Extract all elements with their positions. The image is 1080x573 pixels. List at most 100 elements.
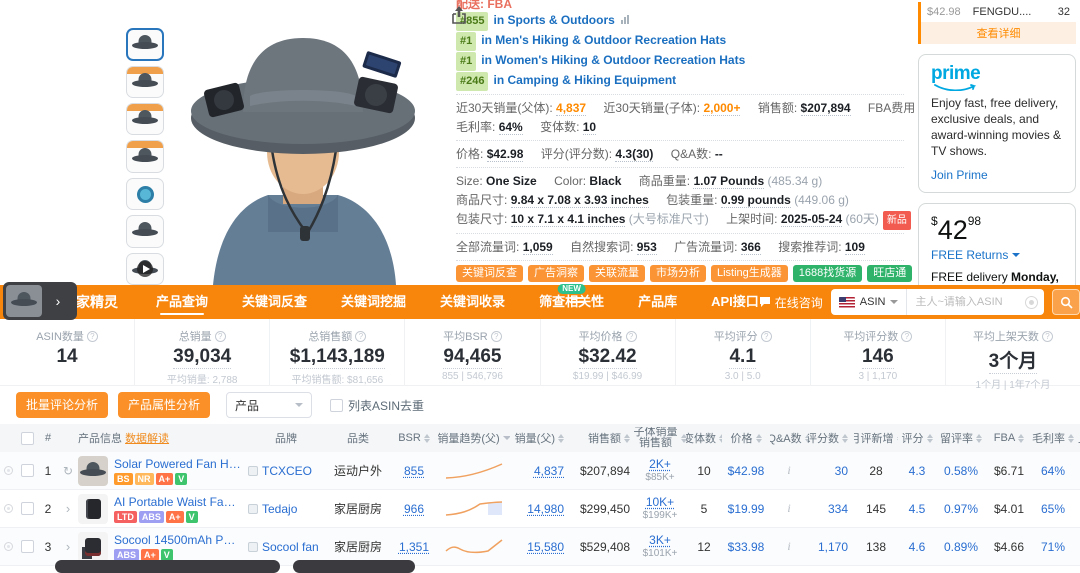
brand-link[interactable]: TCXCEO xyxy=(262,464,312,478)
brand-link[interactable]: Socool fan xyxy=(262,540,319,554)
row-checkbox[interactable] xyxy=(21,502,34,515)
child-sales-link[interactable]: 10K+ xyxy=(646,496,674,509)
product-thumb[interactable] xyxy=(78,532,108,562)
history-icon[interactable] xyxy=(1025,296,1038,309)
rank-category-link[interactable]: in Sports & Outdoors xyxy=(493,13,614,27)
pin-icon[interactable] xyxy=(4,504,13,513)
toolbar-collapse-handle[interactable] xyxy=(570,297,584,303)
tab-keyword-index[interactable]: 关键词收录 xyxy=(440,285,505,319)
price-cell[interactable]: $42.98 xyxy=(728,464,765,478)
tab-api[interactable]: API接口 xyxy=(711,285,759,319)
online-support-link[interactable]: 在线咨询 xyxy=(759,294,823,311)
header-variants[interactable]: 变体数 xyxy=(686,430,722,446)
refresh-icon[interactable]: ↻ xyxy=(63,464,73,478)
header-rating[interactable]: 评分 xyxy=(898,430,936,446)
row-checkbox[interactable] xyxy=(21,540,34,553)
ratings-cell[interactable]: 334 xyxy=(828,502,848,516)
tag-ad-insight[interactable]: 广告洞察 xyxy=(528,265,584,282)
price-cell[interactable]: $19.99 xyxy=(728,502,765,516)
ratings-cell[interactable]: 30 xyxy=(835,464,848,478)
share-icon[interactable] xyxy=(448,4,470,26)
data-explain-link[interactable]: 数据解读 xyxy=(125,430,169,446)
header-monthly-reviews[interactable]: 月评新增 xyxy=(854,430,898,446)
brand-link[interactable]: Tedajo xyxy=(262,502,297,516)
thumbnail-4[interactable] xyxy=(126,140,164,172)
sales-parent-link[interactable]: 14,980 xyxy=(527,502,564,516)
search-button[interactable] xyxy=(1052,289,1080,315)
bar-chart-icon[interactable] xyxy=(621,15,629,24)
join-prime-link[interactable]: Join Prime xyxy=(931,168,1063,182)
batch-review-analysis-button[interactable]: 批量评论分析 xyxy=(16,392,108,418)
help-icon[interactable]: ? xyxy=(87,331,98,342)
tag-wangdiantong[interactable]: 旺店通 xyxy=(867,265,912,282)
header-ratings[interactable]: 评分数 xyxy=(808,430,854,446)
tag-keyword-reverse[interactable]: 关键词反查 xyxy=(456,265,523,282)
header-fba[interactable]: FBA xyxy=(986,432,1032,444)
rating-cell[interactable]: 4.6 xyxy=(909,540,926,554)
extension-float-widget[interactable]: › xyxy=(3,282,77,320)
expand-icon[interactable]: › xyxy=(66,501,70,516)
header-sales-parent[interactable]: 销量(父) xyxy=(510,430,568,446)
sales-trend-sparkline[interactable] xyxy=(438,461,510,481)
rank-category-link[interactable]: in Men's Hiking & Outdoor Recreation Hat… xyxy=(481,33,726,47)
help-icon[interactable]: ? xyxy=(901,331,912,342)
help-icon[interactable]: ? xyxy=(1042,331,1053,342)
product-main-image[interactable] xyxy=(168,0,440,285)
product-title-link[interactable]: Solar Powered Fan Hat wit... xyxy=(114,457,242,471)
free-returns-link[interactable]: FREE Returns xyxy=(931,248,1063,262)
sales-trend-sparkline[interactable] xyxy=(438,499,510,519)
product-title-link[interactable]: AI Portable Waist Fan, 6-S... xyxy=(114,495,242,509)
rank-category-link[interactable]: in Camping & Hiking Equipment xyxy=(493,73,676,87)
ratings-cell[interactable]: 1,170 xyxy=(818,540,848,554)
tab-keyword-reverse[interactable]: 关键词反查 xyxy=(242,285,307,319)
help-icon[interactable]: ? xyxy=(491,331,502,342)
help-icon[interactable]: ? xyxy=(626,331,637,342)
thumbnail-6[interactable] xyxy=(126,215,164,247)
header-trend[interactable]: 销量趋势(父) xyxy=(438,430,510,446)
child-sales-link[interactable]: 3K+ xyxy=(649,534,671,547)
header-margin[interactable]: 毛利率 xyxy=(1032,430,1074,446)
asin-search-input[interactable] xyxy=(907,296,1025,308)
marketplace-select[interactable]: ASIN xyxy=(831,289,908,315)
help-icon[interactable]: ? xyxy=(761,331,772,342)
product-thumb[interactable] xyxy=(78,494,108,524)
view-details-link[interactable]: 查看详细 xyxy=(921,22,1076,44)
header-child-sales[interactable]: 子体销量 销售额 xyxy=(634,427,686,449)
tag-1688-source[interactable]: 1688找货源 xyxy=(793,265,862,282)
tag-related-traffic[interactable]: 关联流量 xyxy=(589,265,645,282)
product-type-select[interactable]: 产品 xyxy=(226,392,312,418)
chevron-right-icon[interactable]: › xyxy=(42,293,74,309)
header-qa[interactable]: Q&A数 xyxy=(770,430,808,446)
tab-product-library[interactable]: 产品库 xyxy=(638,285,677,319)
tag-market-analysis[interactable]: 市场分析 xyxy=(650,265,706,282)
header-revenue[interactable]: 销售额 xyxy=(568,430,634,446)
header-listed-date[interactable]: 上架时间 xyxy=(1074,430,1080,446)
dedupe-checkbox[interactable] xyxy=(330,399,343,412)
thumbnail-1[interactable] xyxy=(126,28,164,61)
rating-cell[interactable]: 4.3 xyxy=(909,464,926,478)
rank-category-link[interactable]: in Women's Hiking & Outdoor Recreation H… xyxy=(481,53,745,67)
thumbnail-5[interactable] xyxy=(126,178,164,210)
sales-parent-link[interactable]: 4,837 xyxy=(534,464,564,478)
price-cell[interactable]: $33.98 xyxy=(728,540,765,554)
product-title-link[interactable]: Socool 14500mAh Portabl... xyxy=(114,533,242,547)
expand-icon[interactable]: › xyxy=(66,539,70,554)
tab-keyword-mining[interactable]: 关键词挖掘 xyxy=(341,285,406,319)
bsr-link[interactable]: 855 xyxy=(404,464,424,478)
thumbnail-3[interactable] xyxy=(126,103,164,135)
thumbnail-2[interactable] xyxy=(126,66,164,98)
rating-cell[interactable]: 4.5 xyxy=(909,502,926,516)
help-icon[interactable]: ? xyxy=(215,331,226,342)
tag-listing-generator[interactable]: Listing生成器 xyxy=(711,265,788,282)
child-sales-link[interactable]: 2K+ xyxy=(649,458,671,471)
tab-product-query[interactable]: 产品查询 xyxy=(156,285,208,319)
product-thumb[interactable] xyxy=(78,456,108,486)
sales-parent-link[interactable]: 15,580 xyxy=(527,540,564,554)
help-icon[interactable]: ? xyxy=(355,331,366,342)
pin-icon[interactable] xyxy=(4,542,13,551)
thumbnail-7-video[interactable] xyxy=(126,253,164,285)
select-all-checkbox[interactable] xyxy=(21,432,34,445)
header-price[interactable]: 价格 xyxy=(722,430,770,446)
row-checkbox[interactable] xyxy=(21,464,34,477)
pin-icon[interactable] xyxy=(4,466,13,475)
